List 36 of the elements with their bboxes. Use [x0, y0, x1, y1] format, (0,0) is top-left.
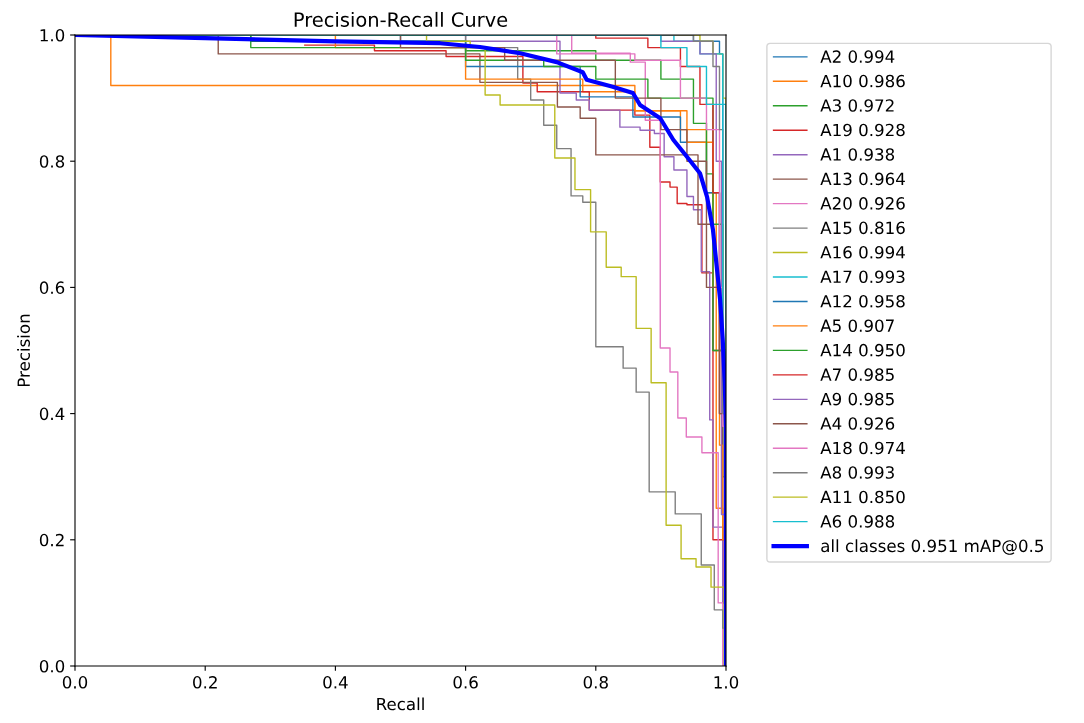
legend-label: A15 0.816 — [820, 221, 905, 235]
legend-label: A11 0.850 — [820, 490, 905, 504]
x-tick-label: 0.4 — [323, 676, 348, 689]
legend-label: A20 0.926 — [820, 197, 905, 210]
x-tick-label: 0.6 — [453, 676, 478, 689]
legend-label: A17 0.993 — [820, 270, 905, 284]
legend-label: A4 0.926 — [820, 417, 895, 430]
legend-label: A10 0.986 — [820, 74, 905, 88]
x-axis-title: Recall — [377, 697, 424, 711]
y-tick-label: 0.4 — [39, 407, 65, 421]
y-tick-label: 0.0 — [39, 659, 65, 673]
legend-label: A3 0.972 — [820, 99, 894, 112]
chart-title: Precision-Recall Curve — [294, 11, 508, 27]
y-tick-label: 1.0 — [40, 28, 65, 42]
legend-label: A16 0.994 — [820, 246, 905, 259]
legend-label: A1 0.938 — [820, 148, 895, 161]
legend-label: A13 0.964 — [820, 172, 905, 186]
x-tick-label: 0.2 — [193, 676, 217, 689]
legend-label: all classes 0.951 mAP@0.5 — [821, 539, 1044, 555]
y-tick-label: 0.2 — [39, 533, 64, 547]
y-tick-label: 0.8 — [39, 155, 65, 168]
legend-label: A6 0.988 — [820, 515, 895, 528]
x-tick-label: 0.0 — [62, 676, 88, 689]
legend-label: A12 0.958 — [820, 294, 905, 308]
y-axis-title: Precision — [17, 314, 30, 387]
legend-label: A8 0.993 — [820, 466, 894, 479]
y-tick-label: 0.6 — [39, 281, 65, 294]
legend-label: A5 0.907 — [820, 319, 894, 332]
legend-label: A2 0.994 — [820, 50, 895, 63]
legend-label: A18 0.974 — [820, 441, 905, 455]
legend-label: A9 0.985 — [820, 392, 894, 406]
x-tick-label: 1.0 — [714, 676, 739, 689]
legend-label: A19 0.928 — [820, 123, 905, 137]
x-tick-label: 0.8 — [583, 676, 608, 689]
legend-label: A14 0.950 — [820, 343, 905, 357]
legend-label: A7 0.985 — [820, 368, 894, 381]
